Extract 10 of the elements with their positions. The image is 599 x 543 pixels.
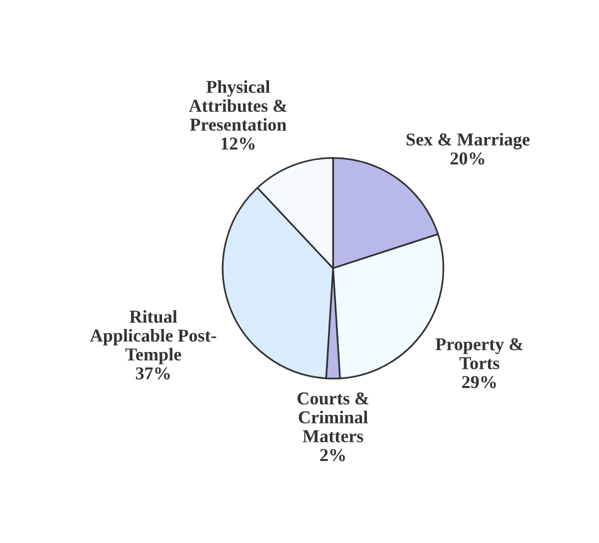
slice-label: Property & Torts [436,338,523,370]
slice-label: Courts & Criminal Matters [298,392,369,442]
data-label: 2% [320,448,345,462]
slice-label: Ritual Applicable Post- Temple [90,310,216,364]
data-label: 29% [462,376,496,388]
data-label: 20% [450,152,484,165]
data-label: 37% [136,367,170,380]
data-label: 12% [222,137,255,150]
slice-label: Sex & Marriage [406,132,530,150]
slice-label: Physical Attributes & Presentation [188,80,287,131]
